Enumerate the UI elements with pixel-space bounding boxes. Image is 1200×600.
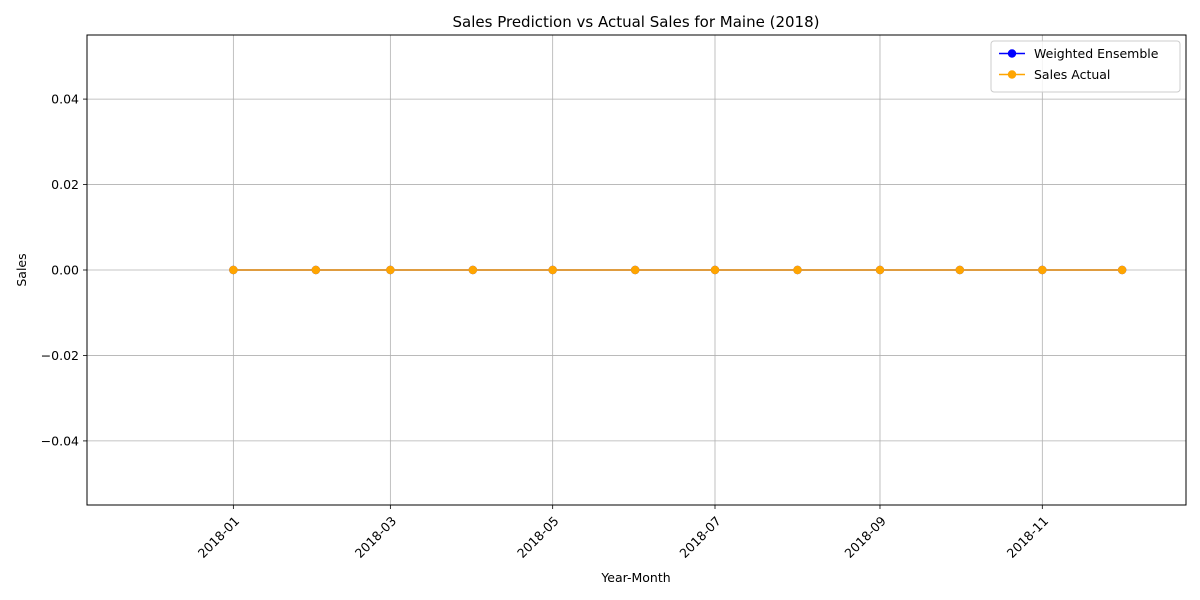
y-tick-label: −0.04 <box>41 433 79 448</box>
legend-marker <box>1007 49 1017 58</box>
data-point <box>386 265 395 275</box>
x-tick-label: 2018-03 <box>352 513 400 561</box>
data-point <box>311 265 321 275</box>
chart-title: Sales Prediction vs Actual Sales for Mai… <box>453 13 820 31</box>
y-tick-label: 0.04 <box>51 92 79 107</box>
data-point <box>229 265 238 275</box>
x-tick-label: 2018-01 <box>195 513 243 561</box>
data-point <box>1117 265 1127 275</box>
legend-box <box>990 40 1181 93</box>
legend: Weighted Ensemble Sales Actual <box>990 40 1181 93</box>
data-point <box>710 265 720 275</box>
y-tick-label: 0.02 <box>51 177 79 192</box>
data-point <box>793 265 802 275</box>
data-point <box>955 265 965 275</box>
x-tick-label: 2018-07 <box>676 513 724 561</box>
legend-label: Weighted Ensemble <box>1034 46 1159 61</box>
legend-label: Sales Actual <box>1034 67 1110 82</box>
data-point <box>630 265 640 275</box>
x-tick-label: 2018-05 <box>514 513 562 561</box>
y-tick-label: 0.00 <box>51 263 79 278</box>
legend-item: Weighted Ensemble <box>999 46 1159 61</box>
series-layer <box>229 265 1127 275</box>
legend-item: Sales Actual <box>999 67 1110 82</box>
series-sales-actual <box>229 265 1127 275</box>
data-point <box>875 265 885 275</box>
y-axis-label: Sales <box>14 253 29 286</box>
data-point <box>1038 265 1047 275</box>
x-tick-label: 2018-09 <box>841 513 889 561</box>
data-point <box>468 265 478 275</box>
y-axis: −0.04 −0.02 0.00 0.02 0.04 <box>41 92 87 448</box>
x-axis: 2018-01 2018-03 2018-05 2018-07 2018-09 2018-… <box>195 505 1051 561</box>
data-point <box>548 265 557 275</box>
legend-marker <box>1007 70 1017 79</box>
y-tick-label: −0.02 <box>41 348 79 363</box>
x-axis-label: Year-Month <box>600 570 670 585</box>
x-tick-label: 2018-11 <box>1004 513 1052 561</box>
